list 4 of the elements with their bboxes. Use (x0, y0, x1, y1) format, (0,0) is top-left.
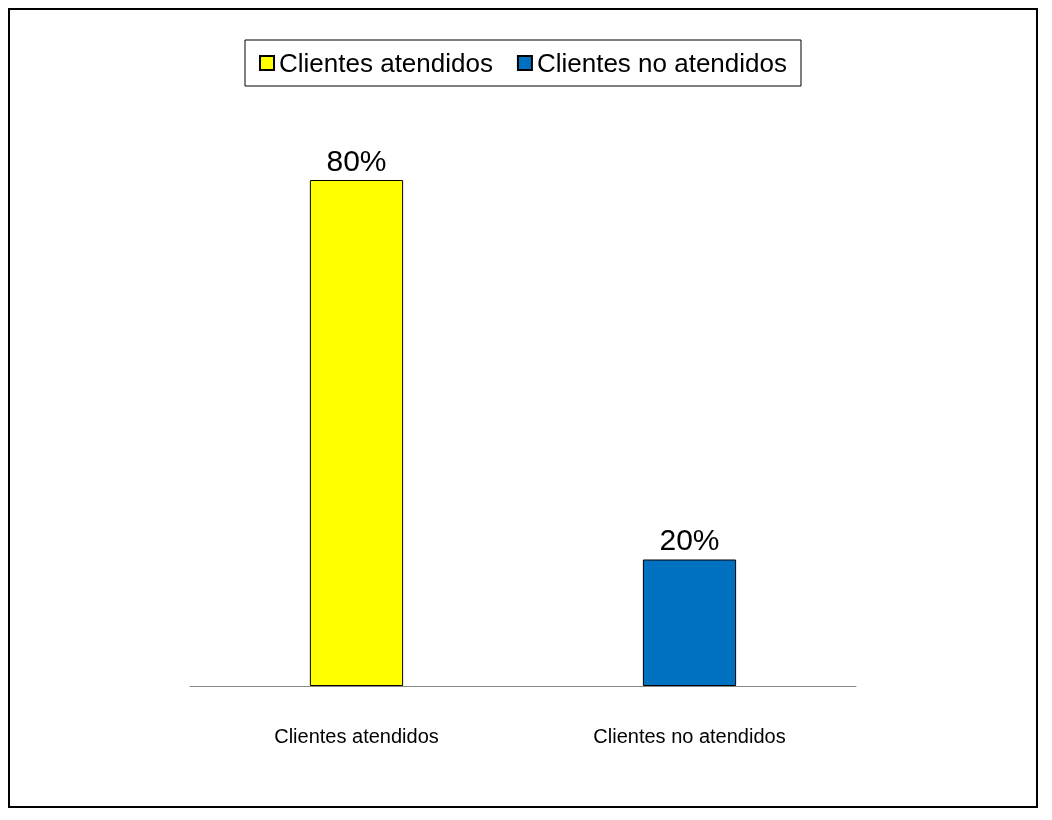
legend-label: Clientes no atendidos (536, 48, 787, 78)
legend-label: Clientes atendidos (279, 48, 493, 78)
data-label: 80% (326, 143, 387, 177)
data-label: 20% (659, 523, 720, 556)
